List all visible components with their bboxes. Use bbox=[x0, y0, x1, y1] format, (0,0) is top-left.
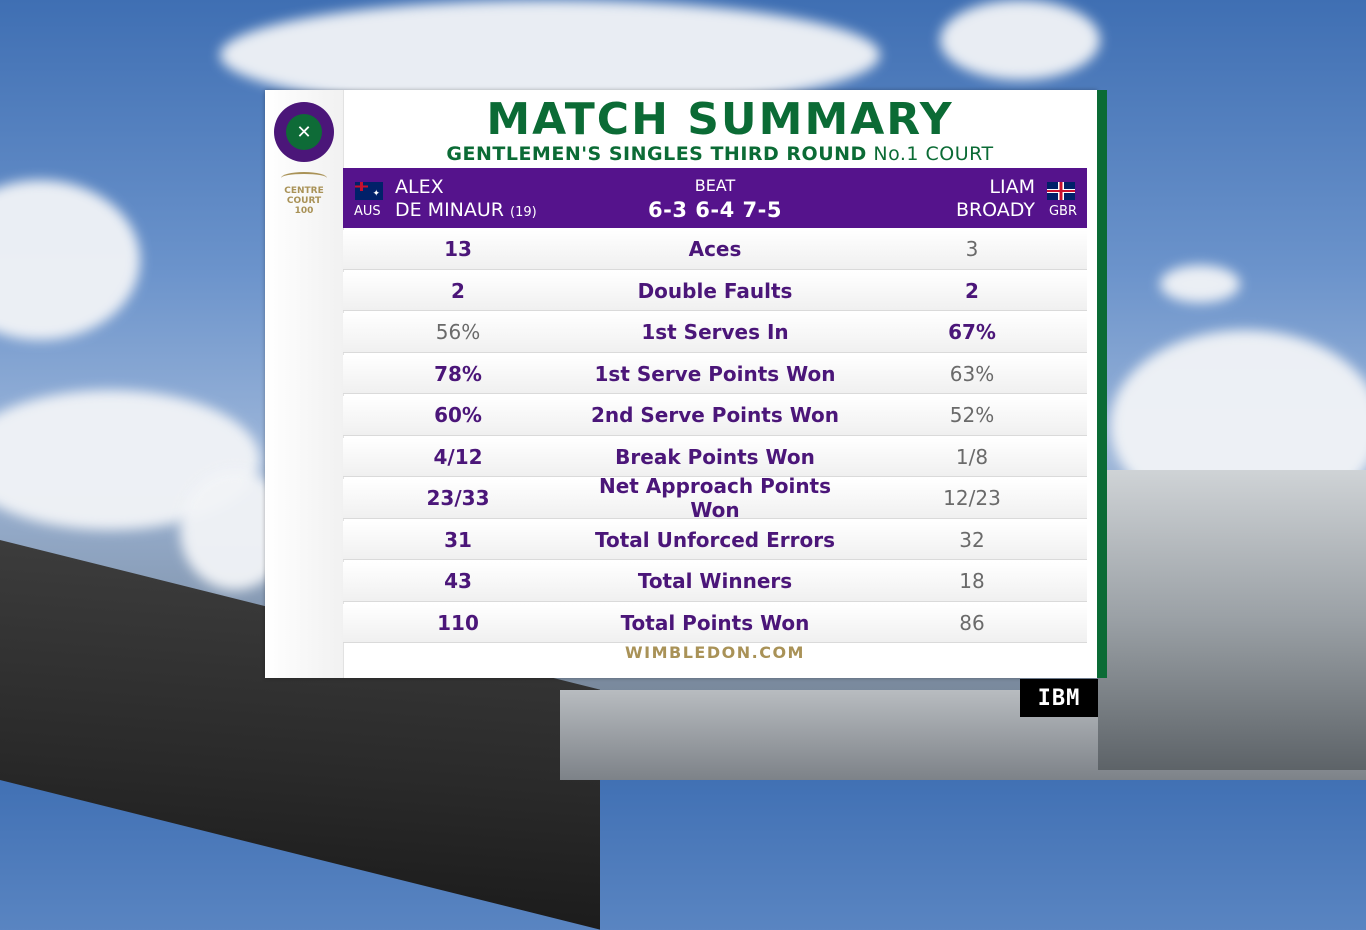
result-header: AUS ALEX DE MINAUR (19) BEAT 6-3 6-4 7-5… bbox=[343, 168, 1087, 228]
match-summary-panel: ✕ CENTRE COURT 100 MATCH SUMMARY GENTLEM… bbox=[265, 90, 1107, 678]
player1-stat-value: 110 bbox=[437, 610, 479, 635]
player2-stat-value: 63% bbox=[949, 361, 995, 386]
player2-stat-value: 52% bbox=[949, 403, 995, 428]
stat-label: Net Approach Points Won bbox=[598, 474, 832, 523]
wimbledon-logo-icon: ✕ bbox=[274, 102, 334, 162]
player2-stat-value: 86 bbox=[959, 610, 985, 635]
stat-row: 110 Total Points Won 86 bbox=[343, 603, 1087, 643]
player1-stat-value: 23/33 bbox=[426, 486, 490, 511]
stat-row: 2 Double Faults 2 bbox=[343, 271, 1087, 311]
player2-country: GBR bbox=[1048, 204, 1077, 219]
player1-first-name: ALEX bbox=[395, 176, 444, 198]
player1-country: AUS bbox=[354, 204, 381, 219]
stat-label: 2nd Serve Points Won bbox=[590, 403, 840, 428]
player1-stat-value: 2 bbox=[451, 278, 465, 303]
stat-row: 56% 1st Serves In 67% bbox=[343, 313, 1087, 353]
stat-row: 13 Aces 3 bbox=[343, 230, 1087, 270]
stat-label: Total Unforced Errors bbox=[595, 527, 835, 552]
panel-accent bbox=[1097, 90, 1107, 678]
stat-label: Break Points Won bbox=[615, 444, 815, 469]
centre-court-100-logo: CENTRE COURT 100 bbox=[275, 172, 333, 216]
player2-stat-value: 1/8 bbox=[955, 444, 989, 469]
player1-stat-value: 31 bbox=[444, 527, 472, 552]
player2-first-name: LIAM bbox=[989, 176, 1035, 198]
stat-row: 31 Total Unforced Errors 32 bbox=[343, 520, 1087, 560]
stat-row: 43 Total Winners 18 bbox=[343, 562, 1087, 602]
branding-column: ✕ CENTRE COURT 100 bbox=[265, 90, 344, 678]
ibm-logo: IBM bbox=[1020, 679, 1098, 717]
player2-stat-value: 67% bbox=[948, 320, 996, 345]
player2-stat-value: 32 bbox=[959, 527, 985, 552]
stat-label: Double Faults bbox=[637, 278, 793, 303]
player1-stat-value: 60% bbox=[434, 403, 482, 428]
player2-stat-value: 12/23 bbox=[943, 486, 1001, 511]
footer-url: WIMBLEDON.COM bbox=[625, 643, 805, 662]
player1-stat-value: 56% bbox=[435, 320, 481, 345]
player1-seed: (19) bbox=[510, 205, 537, 220]
stat-row: 78% 1st Serve Points Won 63% bbox=[343, 354, 1087, 394]
great-britain-flag-icon bbox=[1047, 182, 1075, 200]
stat-label: 1st Serves In bbox=[641, 320, 789, 345]
player1-stat-value: 43 bbox=[444, 569, 472, 594]
event-subtitle: GENTLEMEN'S SINGLES THIRD ROUND No.1 COU… bbox=[446, 143, 994, 165]
player2-stat-value: 3 bbox=[965, 237, 979, 262]
stat-row: 60% 2nd Serve Points Won 52% bbox=[343, 396, 1087, 436]
player2-stat-value: 2 bbox=[965, 278, 979, 303]
stat-label: Total Winners bbox=[637, 569, 793, 594]
match-score: 6-3 6-4 7-5 bbox=[648, 198, 782, 222]
player2-last-name: BROADY bbox=[955, 199, 1035, 221]
page-title: MATCH SUMMARY bbox=[486, 94, 954, 145]
player1-last-name: DE MINAUR (19) bbox=[395, 199, 537, 221]
stat-label: Total Points Won bbox=[620, 610, 810, 635]
player2-stat-value: 18 bbox=[959, 569, 985, 594]
player1-stat-value: 4/12 bbox=[433, 444, 483, 469]
australia-flag-icon bbox=[355, 182, 383, 200]
result-label: BEAT bbox=[694, 176, 736, 195]
stat-row: 4/12 Break Points Won 1/8 bbox=[343, 437, 1087, 477]
stats-table: 13 Aces 3 2 Double Faults 2 56% 1st Serves In 67… bbox=[343, 230, 1087, 645]
player1-stat-value: 13 bbox=[444, 237, 472, 262]
stat-label: 1st Serve Points Won bbox=[594, 361, 836, 386]
stat-label: Aces bbox=[688, 237, 742, 262]
stat-row: 23/33 Net Approach Points Won 12/23 bbox=[343, 474, 1087, 522]
stadium-roof-right bbox=[1098, 470, 1366, 770]
player1-stat-value: 78% bbox=[434, 361, 482, 386]
